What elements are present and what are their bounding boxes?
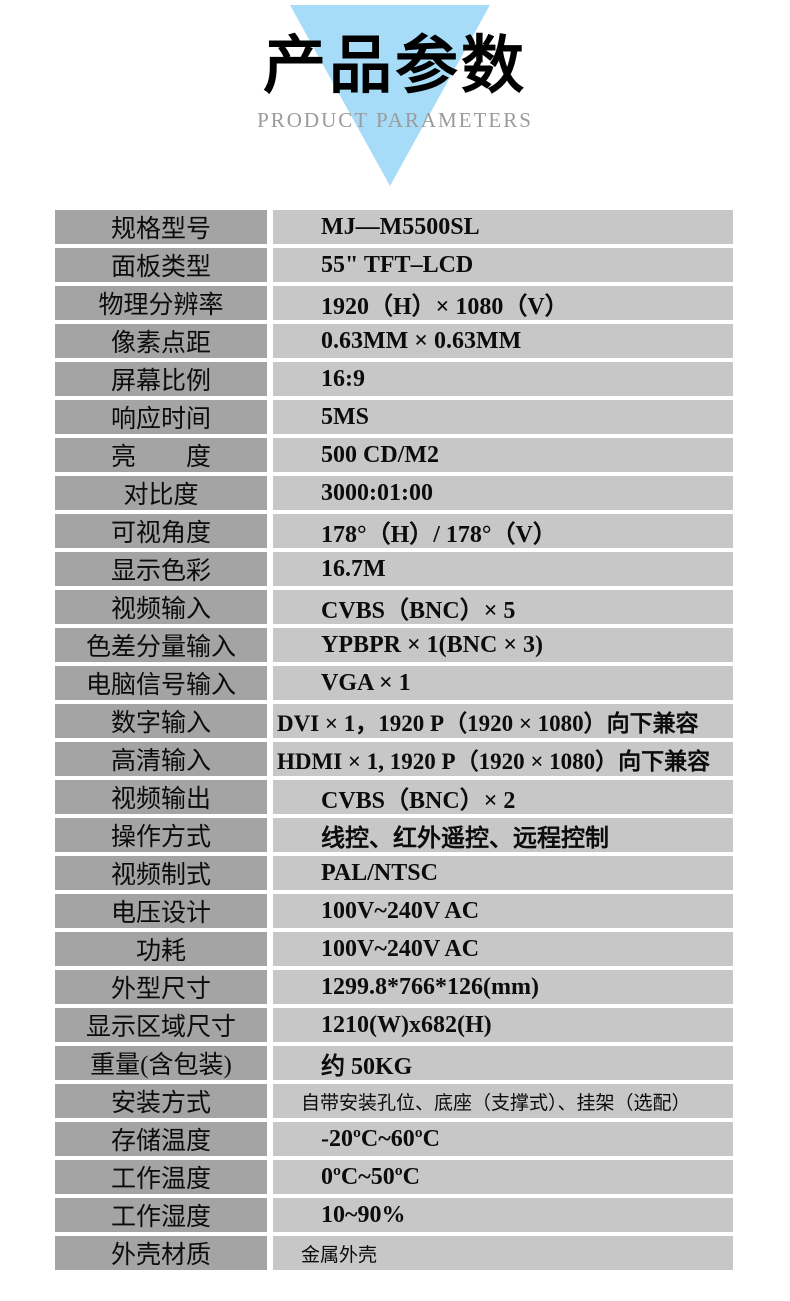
spec-row: 对比度 3000:01:00 xyxy=(55,476,733,510)
spec-row: 电脑信号输入 VGA × 1 xyxy=(55,666,733,700)
spec-label: 可视角度 xyxy=(55,514,267,548)
spec-value: PAL/NTSC xyxy=(273,856,733,890)
spec-value: VGA × 1 xyxy=(273,666,733,700)
spec-value: -20ºC~60ºC xyxy=(273,1122,733,1156)
spec-row: 可视角度 178°（H）/ 178°（V） xyxy=(55,514,733,548)
spec-label: 安装方式 xyxy=(55,1084,267,1118)
spec-row: 工作温度 0ºC~50ºC xyxy=(55,1160,733,1194)
spec-value: 1210(W)x682(H) xyxy=(273,1008,733,1042)
spec-label: 像素点距 xyxy=(55,324,267,358)
spec-value: 16.7M xyxy=(273,552,733,586)
spec-value: 10~90% xyxy=(273,1198,733,1232)
spec-label: 工作湿度 xyxy=(55,1198,267,1232)
spec-row: 功耗 100V~240V AC xyxy=(55,932,733,966)
spec-row: 色差分量输入 YPBPR × 1(BNC × 3) xyxy=(55,628,733,662)
spec-value: 0.63MM × 0.63MM xyxy=(273,324,733,358)
spec-label: 视频输出 xyxy=(55,780,267,814)
spec-label: 色差分量输入 xyxy=(55,628,267,662)
spec-row: 响应时间 5MS xyxy=(55,400,733,434)
spec-value: 金属外壳 xyxy=(273,1236,733,1270)
spec-label: 显示色彩 xyxy=(55,552,267,586)
spec-value: 约 50KG xyxy=(273,1046,733,1080)
spec-row: 操作方式 线控、红外遥控、远程控制 xyxy=(55,818,733,852)
spec-table: 规格型号 MJ—M5500SL 面板类型 55" TFT–LCD 物理分辨率 1920（H… xyxy=(55,210,733,1274)
spec-row: 视频制式 PAL/NTSC xyxy=(55,856,733,890)
spec-row: 视频输入 CVBS（BNC）× 5 xyxy=(55,590,733,624)
spec-value: 500 CD/M2 xyxy=(273,438,733,472)
spec-value: 线控、红外遥控、远程控制 xyxy=(273,818,733,852)
page-subtitle: PRODUCT PARAMETERS xyxy=(257,108,533,132)
spec-row: 工作湿度 10~90% xyxy=(55,1198,733,1232)
spec-value: 0ºC~50ºC xyxy=(273,1160,733,1194)
spec-label: 视频输入 xyxy=(55,590,267,624)
spec-label: 存储温度 xyxy=(55,1122,267,1156)
spec-value: CVBS（BNC）× 5 xyxy=(273,590,733,624)
spec-row: 显示区域尺寸 1210(W)x682(H) xyxy=(55,1008,733,1042)
spec-label: 工作温度 xyxy=(55,1160,267,1194)
spec-label: 电脑信号输入 xyxy=(55,666,267,700)
spec-value: 1920（H）× 1080（V） xyxy=(273,286,733,320)
spec-row: 存储温度 -20ºC~60ºC xyxy=(55,1122,733,1156)
spec-row: 规格型号 MJ—M5500SL xyxy=(55,210,733,244)
spec-value: 3000:01:00 xyxy=(273,476,733,510)
spec-label: 电压设计 xyxy=(55,894,267,928)
spec-row: 亮 度 500 CD/M2 xyxy=(55,438,733,472)
spec-label: 视频制式 xyxy=(55,856,267,890)
spec-value: CVBS（BNC）× 2 xyxy=(273,780,733,814)
spec-value: DVI × 1，1920 P（1920 × 1080）向下兼容 xyxy=(273,704,733,738)
spec-row: 数字输入 DVI × 1，1920 P（1920 × 1080）向下兼容 xyxy=(55,704,733,738)
spec-value: 1299.8*766*126(mm) xyxy=(273,970,733,1004)
spec-row: 外壳材质 金属外壳 xyxy=(55,1236,733,1270)
spec-row: 显示色彩 16.7M xyxy=(55,552,733,586)
spec-value: 55" TFT–LCD xyxy=(273,248,733,282)
spec-row: 重量(含包装) 约 50KG xyxy=(55,1046,733,1080)
spec-row: 物理分辨率 1920（H）× 1080（V） xyxy=(55,286,733,320)
spec-value: YPBPR × 1(BNC × 3) xyxy=(273,628,733,662)
spec-label: 重量(含包装) xyxy=(55,1046,267,1080)
spec-value: 100V~240V AC xyxy=(273,894,733,928)
spec-label: 显示区域尺寸 xyxy=(55,1008,267,1042)
spec-value: 100V~240V AC xyxy=(273,932,733,966)
spec-row: 视频输出 CVBS（BNC）× 2 xyxy=(55,780,733,814)
spec-label: 外壳材质 xyxy=(55,1236,267,1270)
spec-label: 屏幕比例 xyxy=(55,362,267,396)
spec-row: 高清输入 HDMI × 1, 1920 P（1920 × 1080）向下兼容 xyxy=(55,742,733,776)
spec-row: 外型尺寸 1299.8*766*126(mm) xyxy=(55,970,733,1004)
spec-label: 规格型号 xyxy=(55,210,267,244)
spec-value: 自带安装孔位、底座（支撑式）、挂架（选配） xyxy=(273,1084,733,1118)
spec-row: 屏幕比例 16:9 xyxy=(55,362,733,396)
spec-label: 操作方式 xyxy=(55,818,267,852)
spec-label: 响应时间 xyxy=(55,400,267,434)
spec-value: 178°（H）/ 178°（V） xyxy=(273,514,733,548)
spec-label: 面板类型 xyxy=(55,248,267,282)
spec-value: 16:9 xyxy=(273,362,733,396)
page-title: 产品参数 xyxy=(263,31,527,101)
spec-row: 电压设计 100V~240V AC xyxy=(55,894,733,928)
spec-label: 外型尺寸 xyxy=(55,970,267,1004)
spec-label: 亮 度 xyxy=(55,438,267,472)
spec-label: 功耗 xyxy=(55,932,267,966)
spec-label: 高清输入 xyxy=(55,742,267,776)
spec-value: MJ—M5500SL xyxy=(273,210,733,244)
spec-value: 5MS xyxy=(273,400,733,434)
page-header: 产品参数 PRODUCT PARAMETERS xyxy=(0,0,790,205)
spec-row: 安装方式 自带安装孔位、底座（支撑式）、挂架（选配） xyxy=(55,1084,733,1118)
spec-row: 像素点距 0.63MM × 0.63MM xyxy=(55,324,733,358)
spec-label: 对比度 xyxy=(55,476,267,510)
spec-label: 数字输入 xyxy=(55,704,267,738)
spec-label: 物理分辨率 xyxy=(55,286,267,320)
spec-value: HDMI × 1, 1920 P（1920 × 1080）向下兼容 xyxy=(273,742,733,776)
spec-row: 面板类型 55" TFT–LCD xyxy=(55,248,733,282)
